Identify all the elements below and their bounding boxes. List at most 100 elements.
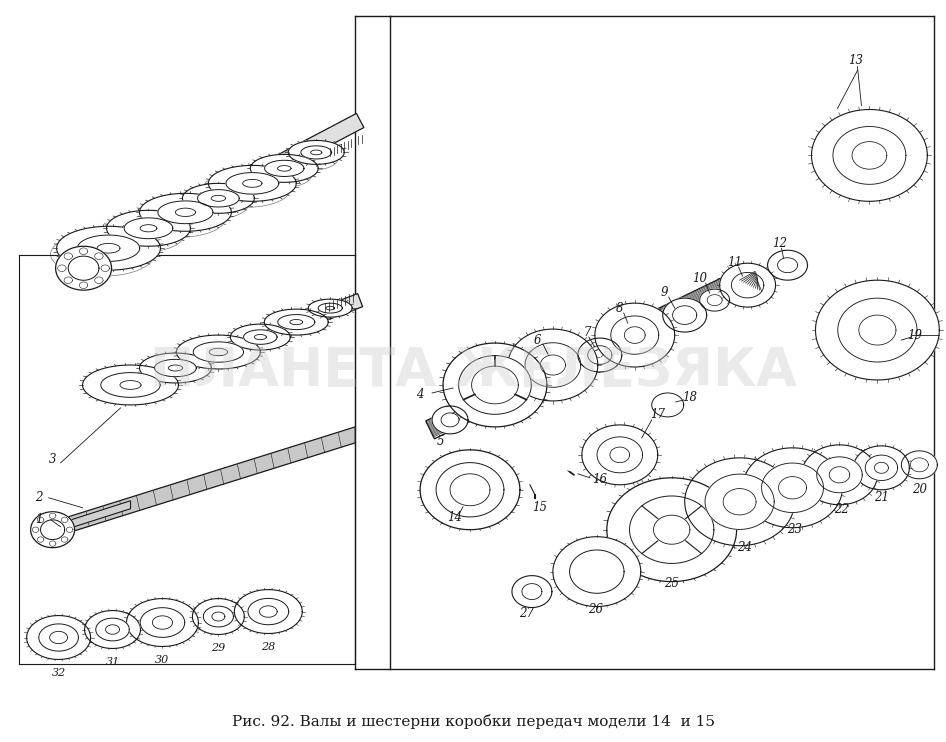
Polygon shape xyxy=(175,208,196,217)
Polygon shape xyxy=(436,462,504,517)
Text: 7: 7 xyxy=(583,326,590,338)
Polygon shape xyxy=(654,515,690,544)
Polygon shape xyxy=(830,467,850,483)
Text: 3: 3 xyxy=(49,453,57,466)
Polygon shape xyxy=(597,437,642,473)
Polygon shape xyxy=(66,527,73,533)
Polygon shape xyxy=(902,451,937,479)
Polygon shape xyxy=(57,226,161,270)
Polygon shape xyxy=(720,263,776,307)
Polygon shape xyxy=(595,303,674,367)
Polygon shape xyxy=(264,309,328,335)
Polygon shape xyxy=(101,372,160,398)
Polygon shape xyxy=(251,154,318,183)
Polygon shape xyxy=(289,140,344,165)
Text: 2: 2 xyxy=(35,491,43,505)
Polygon shape xyxy=(231,324,290,350)
Polygon shape xyxy=(310,150,322,155)
Polygon shape xyxy=(168,365,183,371)
Polygon shape xyxy=(325,306,335,310)
Polygon shape xyxy=(158,201,213,223)
Text: 25: 25 xyxy=(664,577,679,590)
Polygon shape xyxy=(37,537,44,542)
Polygon shape xyxy=(611,316,658,354)
Polygon shape xyxy=(525,343,581,387)
Polygon shape xyxy=(78,235,140,261)
Text: 27: 27 xyxy=(519,607,534,620)
Text: 14: 14 xyxy=(447,511,463,525)
Polygon shape xyxy=(95,253,103,260)
Polygon shape xyxy=(82,365,179,405)
Polygon shape xyxy=(832,126,906,184)
Polygon shape xyxy=(193,342,243,362)
Text: 32: 32 xyxy=(51,669,65,678)
Text: 18: 18 xyxy=(682,392,697,404)
Polygon shape xyxy=(139,194,232,232)
Polygon shape xyxy=(140,225,157,232)
Polygon shape xyxy=(84,611,141,649)
Polygon shape xyxy=(124,218,173,239)
Polygon shape xyxy=(743,448,843,528)
Polygon shape xyxy=(140,608,184,637)
Polygon shape xyxy=(301,146,332,159)
Text: 4: 4 xyxy=(416,389,424,401)
Polygon shape xyxy=(39,624,79,651)
Polygon shape xyxy=(58,265,66,272)
Polygon shape xyxy=(629,496,714,563)
Polygon shape xyxy=(32,527,39,533)
Polygon shape xyxy=(624,326,645,344)
Polygon shape xyxy=(183,183,254,213)
Polygon shape xyxy=(209,348,228,355)
Polygon shape xyxy=(96,618,130,641)
Polygon shape xyxy=(705,474,774,530)
Polygon shape xyxy=(61,517,68,522)
Text: Рис. 92. Валы и шестерни коробки передач модели 14  и 15: Рис. 92. Валы и шестерни коробки передач… xyxy=(232,714,714,729)
Polygon shape xyxy=(254,335,267,340)
Polygon shape xyxy=(731,272,763,298)
Polygon shape xyxy=(508,329,598,401)
Text: 21: 21 xyxy=(874,491,889,505)
Polygon shape xyxy=(815,280,939,380)
Polygon shape xyxy=(652,393,684,417)
Text: ПЛАНЕТА ЖЕЛЕЗЯКА: ПЛАНЕТА ЖЕЛЕЗЯКА xyxy=(149,345,797,397)
Text: 22: 22 xyxy=(834,503,849,516)
Polygon shape xyxy=(243,180,262,187)
Polygon shape xyxy=(106,294,362,401)
Polygon shape xyxy=(685,458,795,545)
Text: 5: 5 xyxy=(436,436,444,448)
Polygon shape xyxy=(420,450,520,530)
Polygon shape xyxy=(610,447,630,462)
Polygon shape xyxy=(866,455,898,481)
Polygon shape xyxy=(79,282,88,289)
Polygon shape xyxy=(211,195,225,201)
Polygon shape xyxy=(318,303,342,313)
Polygon shape xyxy=(203,606,234,627)
Polygon shape xyxy=(177,335,260,369)
Polygon shape xyxy=(82,114,364,272)
Polygon shape xyxy=(226,173,279,194)
Polygon shape xyxy=(700,289,729,311)
Text: 28: 28 xyxy=(261,643,275,652)
Polygon shape xyxy=(767,250,808,280)
Polygon shape xyxy=(426,271,744,439)
Polygon shape xyxy=(812,110,927,201)
Polygon shape xyxy=(53,427,355,538)
Polygon shape xyxy=(852,142,886,169)
Text: 10: 10 xyxy=(692,272,708,285)
Polygon shape xyxy=(779,476,807,499)
Polygon shape xyxy=(64,253,73,260)
Text: 31: 31 xyxy=(105,657,119,668)
Text: 26: 26 xyxy=(588,603,604,616)
Text: 20: 20 xyxy=(912,483,927,496)
Polygon shape xyxy=(49,541,56,546)
Polygon shape xyxy=(120,381,141,390)
Polygon shape xyxy=(859,315,896,345)
Polygon shape xyxy=(101,265,110,272)
Polygon shape xyxy=(874,462,888,473)
Polygon shape xyxy=(243,329,277,344)
Text: 30: 30 xyxy=(155,655,169,666)
Polygon shape xyxy=(198,190,239,207)
Polygon shape xyxy=(472,366,518,404)
Polygon shape xyxy=(801,445,877,505)
Text: 16: 16 xyxy=(592,473,607,486)
